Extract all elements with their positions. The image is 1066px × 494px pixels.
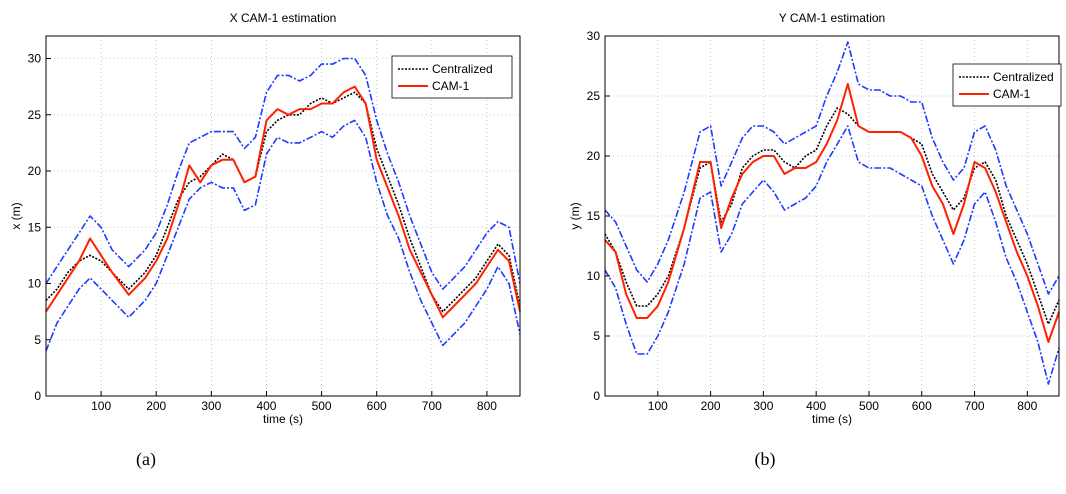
y-tick-label: 30	[28, 52, 42, 66]
y-tick-label: 10	[587, 269, 601, 283]
x-tick-label: 300	[201, 399, 221, 413]
x-estimation-chart: 100 200 300 400 500 600 700 800 0 5 10 15 20 25 30 X CA…	[0, 0, 533, 440]
legend-label-centralized: Centralized	[993, 70, 1054, 84]
chart-title: X CAM-1 estimation	[230, 11, 337, 25]
y-tick-label: 20	[28, 164, 42, 178]
x-tick-label: 600	[912, 399, 932, 413]
x-tick-label: 100	[648, 399, 668, 413]
chart-panel-x: 100 200 300 400 500 600 700 800 0 5 10 15 20 25 30 X CA…	[0, 0, 533, 494]
x-tick-label: 400	[256, 399, 276, 413]
x-tick-label: 700	[965, 399, 985, 413]
y-tick-label: 0	[34, 389, 41, 403]
x-tick-label: 400	[806, 399, 826, 413]
series-line-lower-bound	[46, 120, 520, 351]
y-tick-label: 15	[587, 209, 601, 223]
y-tick-label: 5	[593, 329, 600, 343]
chart-title: Y CAM-1 estimation	[779, 11, 885, 25]
x-tick-label: 100	[91, 399, 111, 413]
y-tick-label: 10	[28, 277, 42, 291]
x-tick-label: 300	[753, 399, 773, 413]
y-axis-label: y (m)	[568, 202, 582, 229]
y-estimation-chart: 100 200 300 400 500 600 700 800 0 5 10 15 20 25 30 Y CA…	[533, 0, 1066, 440]
legend: Centralized CAM-1	[953, 64, 1061, 106]
y-tick-label: 25	[587, 89, 601, 103]
chart-panel-y: 100 200 300 400 500 600 700 800 0 5 10 15 20 25 30 Y CA…	[533, 0, 1066, 494]
legend-label-cam-1: CAM-1	[432, 79, 470, 93]
x-tick-label: 800	[1017, 399, 1037, 413]
caption-b: (b)	[735, 449, 795, 470]
series-line-lower-bound	[605, 126, 1059, 384]
x-axis-label: time (s)	[263, 412, 303, 426]
y-tick-label: 30	[587, 29, 601, 43]
x-tick-label: 700	[422, 399, 442, 413]
x-tick-label: 800	[477, 399, 497, 413]
x-tick-label: 500	[312, 399, 332, 413]
y-tick-label: 15	[28, 220, 42, 234]
x-axis-label: time (s)	[812, 412, 852, 426]
series-line-cam-1	[605, 84, 1059, 342]
x-tick-label: 600	[367, 399, 387, 413]
y-axis-label: x (m)	[9, 202, 23, 229]
legend: Centralized CAM-1	[392, 56, 512, 98]
x-tick-label: 200	[701, 399, 721, 413]
x-tick-label: 500	[859, 399, 879, 413]
legend-label-cam-1: CAM-1	[993, 87, 1031, 101]
legend-label-centralized: Centralized	[432, 62, 493, 76]
y-tick-label: 5	[34, 333, 41, 347]
y-tick-label: 20	[587, 149, 601, 163]
y-tick-label: 0	[593, 389, 600, 403]
x-tick-label: 200	[146, 399, 166, 413]
y-tick-label: 25	[28, 108, 42, 122]
caption-a: (a)	[116, 449, 176, 470]
